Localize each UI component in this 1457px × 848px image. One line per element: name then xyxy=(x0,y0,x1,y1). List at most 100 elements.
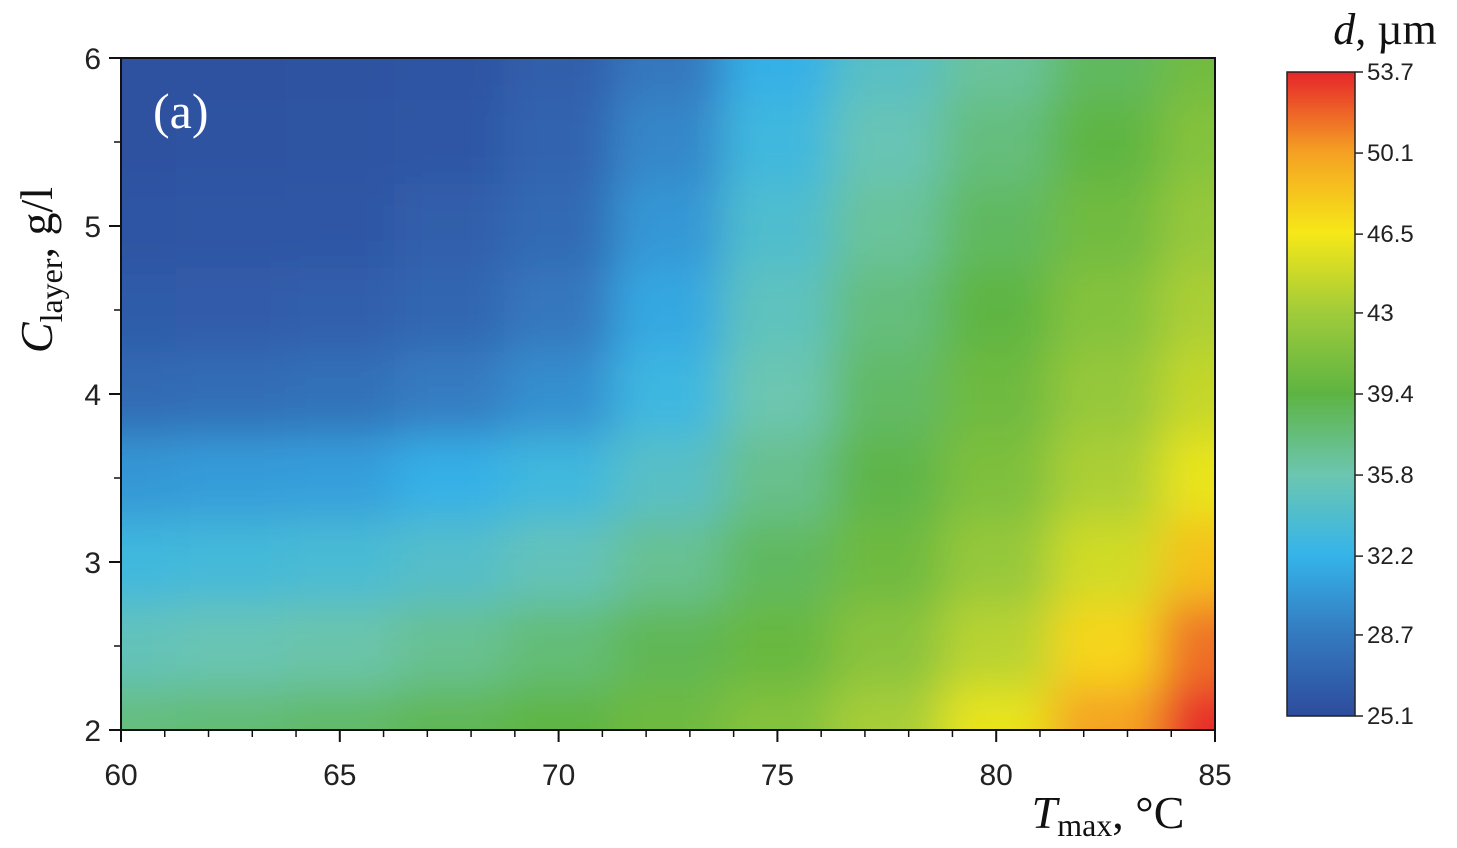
contour-cell xyxy=(503,688,614,730)
x-tick-label: 85 xyxy=(1198,759,1231,792)
contour-cell xyxy=(722,58,833,101)
contour-cell xyxy=(285,688,395,730)
contour-cell xyxy=(941,352,1052,437)
panel-label: (a) xyxy=(153,83,209,139)
contour-cell xyxy=(503,58,614,101)
colorbar-unit: , µm xyxy=(1355,5,1437,54)
contour-cell xyxy=(722,436,833,521)
x-label-subscript: max xyxy=(1057,807,1112,843)
contour-cell xyxy=(121,436,177,521)
heatmap xyxy=(121,58,1215,730)
contour-cell xyxy=(121,688,177,730)
contour-cell xyxy=(722,352,833,437)
contour-cell xyxy=(503,436,614,521)
contour-cell xyxy=(1160,268,1215,353)
colorbar-tick-label: 25.1 xyxy=(1367,703,1414,730)
x-tick-label: 80 xyxy=(980,759,1013,792)
contour-cell xyxy=(121,268,177,353)
x-tick-label: 75 xyxy=(761,759,794,792)
contour-cell xyxy=(1050,520,1161,605)
colorbar-tick-label: 39.4 xyxy=(1367,381,1414,408)
contour-cell xyxy=(503,520,614,605)
contour-cell xyxy=(1160,436,1215,521)
contour-cell xyxy=(613,268,724,353)
colorbar-tick-label: 43 xyxy=(1367,300,1394,327)
contour-cell xyxy=(394,100,505,185)
contour-cell xyxy=(121,100,177,185)
contour-cell xyxy=(394,436,505,521)
contour-cell xyxy=(941,436,1052,521)
svg-text:Clayer, g/l: Clayer, g/l xyxy=(11,187,69,353)
colorbar-tick-label: 46.5 xyxy=(1367,221,1414,248)
contour-cell xyxy=(394,520,505,605)
x-tick-label: 70 xyxy=(542,759,575,792)
contour-cell xyxy=(1160,58,1215,101)
colorbar-label: d, µm xyxy=(1333,5,1437,54)
contour-cell xyxy=(175,520,286,605)
y-tick-label: 2 xyxy=(84,715,101,748)
contour-cell xyxy=(1160,184,1215,269)
contour-cell xyxy=(832,604,942,689)
contour-cell xyxy=(394,58,505,101)
contour-cell xyxy=(613,436,724,521)
contour-cell xyxy=(941,604,1052,689)
contour-cell xyxy=(1050,688,1161,730)
contour-cell xyxy=(941,688,1052,730)
contour-cell xyxy=(832,184,942,269)
contour-cell xyxy=(175,352,286,437)
contour-cell xyxy=(121,352,177,437)
contour-cell xyxy=(722,688,833,730)
y-label-subscript: layer xyxy=(33,258,69,322)
contour-cell xyxy=(941,100,1052,185)
contour-cell xyxy=(613,520,724,605)
contour-cell xyxy=(394,688,505,730)
contour-cell xyxy=(175,436,286,521)
colorbar xyxy=(1286,71,1356,717)
contour-cell xyxy=(832,688,942,730)
colorbar-tick-label: 32.2 xyxy=(1367,543,1414,570)
contour-cell xyxy=(941,184,1052,269)
contour-cell xyxy=(941,520,1052,605)
contour-cell xyxy=(175,58,286,101)
contour-cell xyxy=(175,184,286,269)
contour-cell xyxy=(832,58,942,101)
contour-cell xyxy=(503,268,614,353)
contour-cell xyxy=(1050,604,1161,689)
contour-cell xyxy=(285,352,395,437)
contour-cell xyxy=(1050,184,1161,269)
contour-cell xyxy=(1160,520,1215,605)
contour-cell xyxy=(285,100,395,185)
x-label-unit: , °C xyxy=(1112,787,1184,838)
contour-cell xyxy=(1160,100,1215,185)
contour-cell xyxy=(722,100,833,185)
y-tick-label: 3 xyxy=(84,547,101,580)
contour-cell xyxy=(285,58,395,101)
colorbar-tick-label: 50.1 xyxy=(1367,140,1414,167)
contour-cell xyxy=(832,100,942,185)
contour-cell xyxy=(613,184,724,269)
contour-cell xyxy=(394,184,505,269)
contour-cell xyxy=(1160,352,1215,437)
contour-cell xyxy=(722,520,833,605)
contour-cell xyxy=(285,604,395,689)
contour-cell xyxy=(832,436,942,521)
contour-cell xyxy=(1050,100,1161,185)
contour-cell xyxy=(175,268,286,353)
contour-cell xyxy=(941,58,1052,101)
contour-cell xyxy=(503,352,614,437)
x-axis-label: Tmax, °C xyxy=(1032,787,1185,843)
contour-cell xyxy=(285,520,395,605)
contour-cell xyxy=(1050,268,1161,353)
y-tick-label: 5 xyxy=(84,211,101,244)
colorbar-symbol: d xyxy=(1333,5,1356,54)
contour-cell xyxy=(503,604,614,689)
contour-cell xyxy=(175,688,286,730)
y-tick-label: 4 xyxy=(84,379,101,412)
y-label-unit: , g/l xyxy=(11,187,62,259)
x-label-symbol: T xyxy=(1032,787,1061,838)
contour-cell xyxy=(285,436,395,521)
contour-cell xyxy=(613,604,724,689)
contour-cell xyxy=(722,604,833,689)
y-axis-label: Clayer, g/l xyxy=(11,187,69,353)
x-tick-label: 60 xyxy=(104,759,137,792)
